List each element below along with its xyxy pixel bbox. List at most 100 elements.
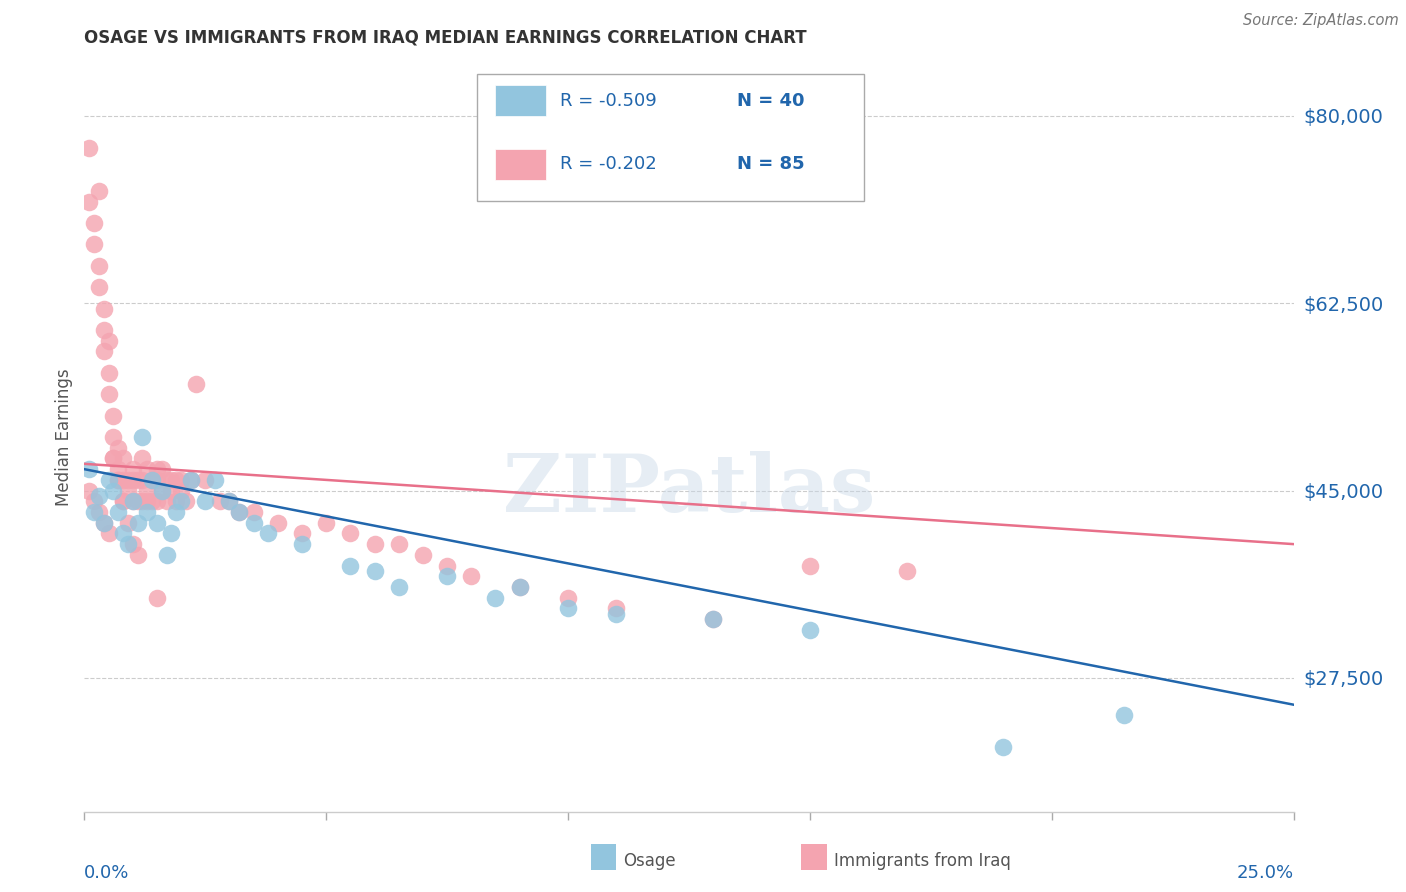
Point xyxy=(160,473,183,487)
Point xyxy=(799,558,821,573)
Point xyxy=(228,505,250,519)
Point xyxy=(127,494,149,508)
Point xyxy=(218,494,240,508)
Point xyxy=(127,473,149,487)
Point xyxy=(291,526,314,541)
Point xyxy=(702,612,724,626)
Point xyxy=(117,537,139,551)
Point xyxy=(165,505,187,519)
Point xyxy=(180,473,202,487)
FancyBboxPatch shape xyxy=(495,85,547,116)
Point xyxy=(339,558,361,573)
Text: 0.0%: 0.0% xyxy=(84,864,129,882)
Point xyxy=(87,280,110,294)
Point xyxy=(436,569,458,583)
Point xyxy=(97,473,120,487)
Point xyxy=(131,494,153,508)
Point xyxy=(97,334,120,348)
Point xyxy=(87,505,110,519)
Point xyxy=(509,580,531,594)
Point xyxy=(141,473,163,487)
Point xyxy=(388,580,411,594)
Point xyxy=(160,483,183,498)
Point xyxy=(97,387,120,401)
Point xyxy=(218,494,240,508)
Point xyxy=(146,494,169,508)
Point xyxy=(339,526,361,541)
Point xyxy=(460,569,482,583)
Point xyxy=(363,537,385,551)
Point xyxy=(799,623,821,637)
Point xyxy=(315,516,337,530)
Point xyxy=(150,483,173,498)
Point xyxy=(127,516,149,530)
Point xyxy=(208,494,231,508)
Point xyxy=(117,483,139,498)
Point xyxy=(107,462,129,476)
Text: Osage: Osage xyxy=(623,852,675,870)
Point xyxy=(605,601,627,615)
Point xyxy=(1114,708,1136,723)
FancyBboxPatch shape xyxy=(478,74,865,201)
Point xyxy=(121,537,143,551)
Point xyxy=(509,580,531,594)
Point xyxy=(136,483,159,498)
Point xyxy=(93,516,115,530)
Point xyxy=(121,494,143,508)
Point xyxy=(87,184,110,198)
Point xyxy=(103,451,125,466)
Point xyxy=(93,323,115,337)
Text: 25.0%: 25.0% xyxy=(1236,864,1294,882)
Point xyxy=(150,462,173,476)
Point xyxy=(184,376,207,391)
Point xyxy=(103,409,125,423)
Y-axis label: Median Earnings: Median Earnings xyxy=(55,368,73,506)
Text: R = -0.202: R = -0.202 xyxy=(560,155,657,173)
Point xyxy=(83,494,105,508)
Point xyxy=(121,494,143,508)
Point xyxy=(146,462,169,476)
Point xyxy=(97,366,120,380)
Text: ZIPatlas: ZIPatlas xyxy=(503,450,875,529)
Point xyxy=(93,301,115,316)
Point xyxy=(993,740,1015,755)
Point xyxy=(117,516,139,530)
Point xyxy=(363,564,385,578)
Point xyxy=(93,516,115,530)
Point xyxy=(412,548,434,562)
Point xyxy=(605,607,627,621)
Point xyxy=(112,494,135,508)
Point xyxy=(77,483,100,498)
Point xyxy=(131,473,153,487)
Point xyxy=(291,537,314,551)
Point xyxy=(121,462,143,476)
Point xyxy=(103,483,125,498)
Text: R = -0.509: R = -0.509 xyxy=(560,92,657,110)
Point xyxy=(150,483,173,498)
Point xyxy=(165,494,187,508)
Point xyxy=(117,473,139,487)
Point xyxy=(170,483,193,498)
Text: Source: ZipAtlas.com: Source: ZipAtlas.com xyxy=(1243,13,1399,29)
Point xyxy=(194,494,217,508)
Point xyxy=(107,473,129,487)
Point xyxy=(155,548,177,562)
Point xyxy=(112,526,135,541)
Point xyxy=(136,505,159,519)
Text: N = 40: N = 40 xyxy=(737,92,804,110)
Text: OSAGE VS IMMIGRANTS FROM IRAQ MEDIAN EARNINGS CORRELATION CHART: OSAGE VS IMMIGRANTS FROM IRAQ MEDIAN EAR… xyxy=(84,29,807,47)
Point xyxy=(170,494,193,508)
Point xyxy=(87,259,110,273)
Point xyxy=(228,505,250,519)
Point xyxy=(702,612,724,626)
Point xyxy=(103,430,125,444)
Point xyxy=(557,601,579,615)
Point xyxy=(107,441,129,455)
Point xyxy=(484,591,506,605)
Text: Immigrants from Iraq: Immigrants from Iraq xyxy=(834,852,1011,870)
Point xyxy=(131,430,153,444)
Point xyxy=(174,494,197,508)
Point xyxy=(136,462,159,476)
Point xyxy=(160,526,183,541)
Point xyxy=(180,473,202,487)
